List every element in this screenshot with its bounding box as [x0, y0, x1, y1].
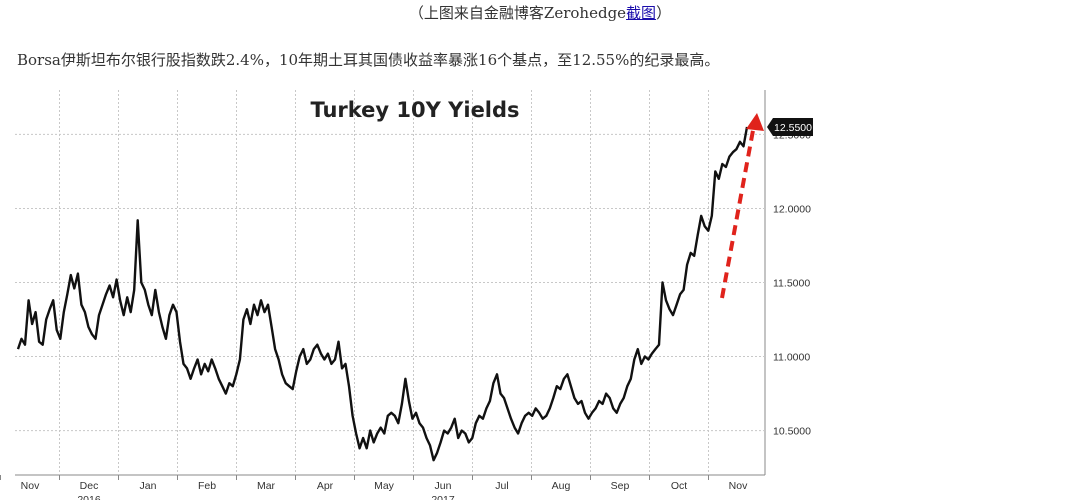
y-tick-label: 11.5000 [773, 278, 810, 290]
plot-area: 12.500012.000011.500011.000010.5000NovDe… [1, 90, 814, 500]
y-tick-label: 11.0000 [773, 352, 810, 364]
screenshot-link[interactable]: 截图 [626, 4, 656, 22]
x-tick-label: Nov [729, 480, 748, 492]
y-tick-label: 12.0000 [773, 203, 811, 215]
x-tick-label: Dec [80, 480, 99, 492]
caption-close: ） [656, 4, 671, 22]
last-value-label: 12.5500 [774, 122, 812, 134]
turkey-yield-chart: 12.500012.000011.500011.000010.5000NovDe… [0, 80, 1080, 500]
year-label: 2017 [431, 494, 455, 500]
caption-open: （上图来自金融博客Zerohedge [409, 4, 626, 22]
x-tick-label: Oct [671, 480, 687, 492]
year-label: 2016 [77, 494, 101, 500]
x-tick-label: Jun [435, 480, 452, 492]
news-paragraph: Borsa伊斯坦布尔银行股指数跌2.4%，10年期土耳其国债收益率暴涨16个基点… [17, 49, 719, 70]
x-tick-label: Mar [257, 480, 276, 492]
x-tick-label: Sep [611, 480, 630, 492]
x-tick-label: Jul [495, 480, 508, 492]
y-tick-label: 10.5000 [773, 426, 811, 438]
image-caption: （上图来自金融博客Zerohedge截图） [0, 2, 1080, 23]
x-tick-label: Jan [140, 480, 157, 492]
chart-title: Turkey 10Y Yields [310, 98, 519, 122]
x-tick-label: Aug [552, 480, 571, 492]
x-tick-label: Feb [198, 480, 216, 492]
x-tick-label: May [374, 480, 395, 492]
trend-arrow-head [746, 113, 764, 131]
x-tick-label: Apr [317, 480, 334, 492]
trend-arrow-shaft [722, 125, 754, 298]
yield-series-line [18, 127, 747, 460]
x-tick-label: Nov [21, 480, 40, 492]
